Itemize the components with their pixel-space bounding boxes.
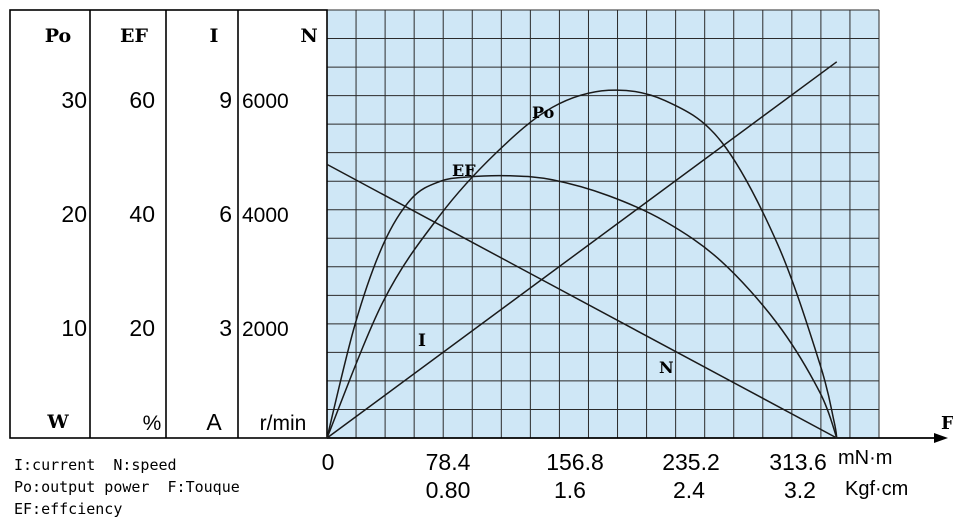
po-unit: W [46,411,69,433]
x-tick-kgfcm: 3.2 [784,477,816,503]
po-tick: 20 [61,201,87,227]
po-tick: 10 [61,315,87,341]
x-axis-arrow [934,433,948,443]
x-tick-kgfcm: 1.6 [554,477,586,503]
axis-table-frame [9,9,328,439]
col-header-n: N [300,25,317,47]
i-tick: 3 [219,315,232,341]
i-tick: 9 [219,87,232,113]
x-tick-mnm: 0 [322,449,335,475]
series-label-po: Po [532,103,555,122]
i-tick: 6 [219,201,232,227]
legend-line: I:current N:speed [14,456,177,474]
col-header-po: Po [45,25,71,47]
n-tick: 4000 [242,204,289,227]
col-header-i: I [210,25,219,47]
x-tick-mnm: 156.8 [546,449,604,475]
n-tick: 6000 [242,90,289,113]
x-tick-mnm: 313.6 [769,449,827,475]
x-axis-name: F [941,413,953,434]
series-line-ef [326,174,838,439]
series-line-po [326,89,838,439]
n-unit: r/min [260,412,307,435]
ef-unit: % [143,412,162,435]
x-tick-mnm: 78.4 [426,449,471,475]
curves [326,61,838,439]
plot-area [327,10,879,438]
series-line-i [326,61,838,439]
series-line-n [326,163,838,439]
n-tick: 2000 [242,318,289,341]
series-label-i: I [418,331,426,351]
ef-tick: 60 [129,87,155,113]
ef-tick: 40 [129,201,155,227]
po-tick: 30 [61,87,87,113]
col-header-ef: EF [120,25,148,47]
x-tick-kgfcm: 0.80 [426,477,471,503]
legend-line: EF:effciency [14,500,122,518]
ef-tick: 20 [129,315,155,341]
x-tick-mnm: 235.2 [662,449,720,475]
x-unit-kgfcm: Kgf·cm [845,478,908,500]
series-label-ef: EF [452,161,476,180]
i-unit: A [206,409,222,435]
series-label-n: N [659,358,674,377]
legend-line: Po:output power F:Touque [14,478,240,496]
x-tick-kgfcm: 2.4 [673,477,705,503]
x-unit-mnm: mN·m [838,447,892,469]
